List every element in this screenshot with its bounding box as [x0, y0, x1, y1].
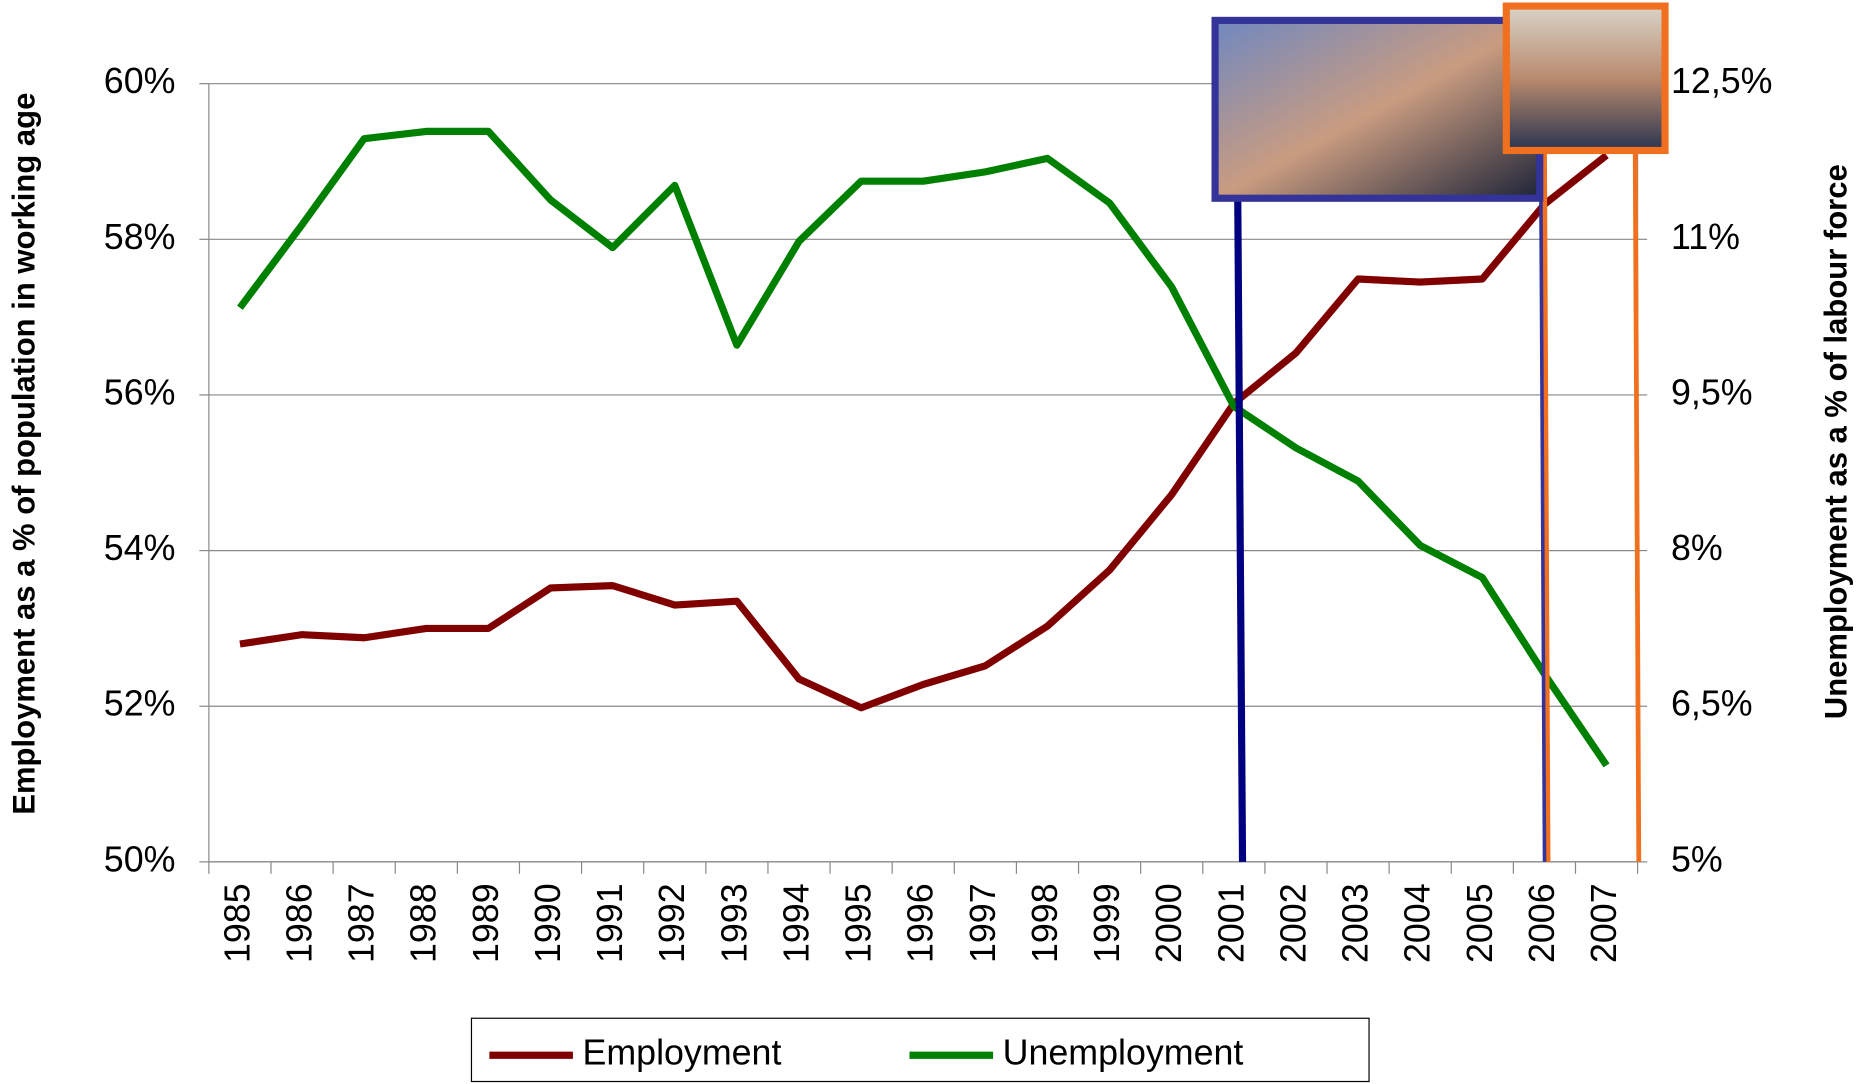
series-line: [237, 127, 1610, 768]
x-tick-label: 1989: [466, 883, 506, 963]
y-axis-title: Employment as a % of population in worki…: [6, 93, 41, 815]
x-tick-label: 1991: [590, 883, 630, 963]
y-tick-label: 58%: [104, 217, 176, 257]
marker-line: [1542, 150, 1551, 862]
series-line: [239, 152, 1609, 712]
x-tick-label: 2005: [1460, 883, 1500, 963]
x-tick-label: 2002: [1273, 883, 1313, 963]
y2-axis-title: Unemployment as a % of labour force: [1818, 164, 1853, 719]
x-tick-label: 1993: [714, 883, 754, 963]
lines: [237, 127, 1610, 768]
y2-tick-label: 5%: [1671, 839, 1723, 879]
y-tick-label: 52%: [104, 684, 176, 724]
x-tick-label: 1994: [776, 883, 816, 963]
x-tick-label: 1996: [901, 883, 941, 963]
y2-tick-label: 8%: [1671, 528, 1723, 568]
x-tick-label: 2003: [1336, 883, 1376, 963]
x-tick-label: 1999: [1087, 883, 1127, 963]
y-tick-label: 60%: [104, 61, 176, 101]
y2-tick-label: 6,5%: [1671, 684, 1753, 724]
y2-tick-label: 9,5%: [1671, 372, 1753, 412]
x-tick-label: 2004: [1398, 883, 1438, 963]
x-tick-label: 1990: [528, 883, 568, 963]
x-tick-label: 1985: [217, 883, 257, 963]
x-tick-label: 2001: [1211, 883, 1251, 963]
y2-tick-label: 11%: [1671, 217, 1740, 257]
x-tick-label: 1992: [652, 883, 692, 963]
legend: Employment Unemployment: [470, 1017, 1370, 1083]
legend-label: Employment: [582, 1033, 781, 1073]
x-tick-label: 2006: [1522, 883, 1562, 963]
x-tick-label: 1998: [1025, 883, 1065, 963]
x-tick-label: 1997: [963, 883, 1003, 963]
x-tick-label: 1995: [839, 883, 879, 963]
y-tick-label: 50%: [104, 839, 176, 879]
marker-line: [1632, 150, 1642, 862]
photo: [1211, 16, 1544, 202]
y-tick-label: 54%: [104, 528, 176, 568]
marker-line: [1539, 198, 1547, 862]
x-tick-label: 1987: [342, 883, 382, 963]
grid: [199, 83, 1648, 874]
x-tick-label: 2007: [1584, 883, 1624, 963]
legend-box: [470, 1017, 1370, 1083]
y-tick-label: 56%: [104, 372, 176, 412]
x-tick-label: 2000: [1149, 883, 1189, 963]
photo: [1502, 2, 1669, 155]
x-tick-label: 1986: [280, 883, 320, 963]
legend-label: Unemployment: [1003, 1033, 1244, 1073]
marker-line: [1234, 198, 1247, 862]
y2-tick-label: 12,5%: [1671, 61, 1773, 101]
x-tick-label: 1988: [404, 883, 444, 963]
